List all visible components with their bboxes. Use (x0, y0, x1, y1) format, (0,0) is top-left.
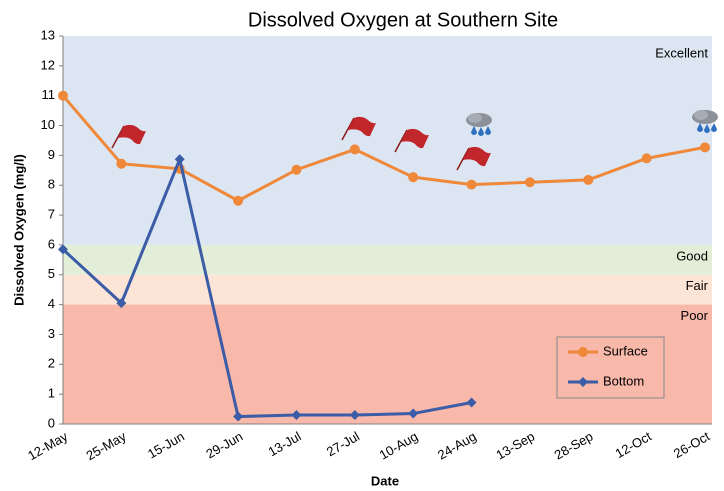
bands (63, 36, 712, 424)
x-tick-label: 25-May (84, 428, 129, 463)
x-axis-title: Date (371, 473, 399, 488)
band-label: Poor (681, 308, 709, 323)
data-point (408, 408, 419, 419)
band (63, 274, 712, 305)
x-tick-label: 28-Sep (552, 429, 596, 463)
y-tick-label: 2 (48, 356, 55, 371)
legend-marker (578, 347, 588, 357)
data-point (408, 172, 419, 183)
band (63, 304, 712, 424)
y-tick-label: 8 (48, 177, 55, 192)
x-tick-label: 27-Jul (324, 429, 362, 460)
rain-icon (692, 110, 718, 133)
data-point (116, 298, 127, 309)
band (63, 244, 712, 275)
x-tick-label: 24-Aug (435, 429, 479, 463)
data-point (524, 177, 535, 188)
y-tick-label: 7 (48, 207, 55, 222)
y-tick-label: 6 (48, 236, 55, 251)
data-point (58, 90, 68, 101)
legend-box (556, 336, 665, 399)
data-point (583, 174, 594, 185)
icons (111, 110, 718, 171)
flag-icon (456, 146, 491, 171)
band (63, 36, 712, 245)
series-line (61, 154, 472, 419)
data-point (466, 397, 477, 408)
data-point (466, 179, 477, 190)
y-tick-label: 3 (48, 326, 55, 341)
x-tick-label: 26-Oct (671, 428, 713, 461)
data-point (58, 244, 68, 255)
data-point (349, 410, 360, 421)
y-tick-label: 1 (48, 386, 55, 401)
data-point (116, 158, 127, 169)
x-tick-label: 12-Oct (613, 428, 655, 461)
flag-icon (394, 128, 429, 153)
legend-marker (578, 377, 588, 387)
y-tick-label: 12 (41, 57, 55, 72)
y-tick-label: 13 (41, 27, 55, 42)
legend-label: Surface (603, 343, 648, 358)
y-tick-label: 4 (48, 296, 55, 311)
x-tick-label: 15-Jun (145, 429, 187, 462)
data-point (291, 410, 302, 421)
data-point (349, 144, 360, 155)
data-point (233, 195, 244, 206)
series-line (61, 94, 706, 203)
y-tick-label: 9 (48, 147, 55, 162)
legend-label: Bottom (603, 373, 644, 388)
x-tick-label: 29-Jun (203, 429, 245, 462)
y-tick-label: 10 (41, 117, 55, 132)
flag-icon (111, 124, 146, 149)
y-tick-label: 0 (48, 415, 55, 430)
data-point (700, 142, 710, 153)
rain-icon (466, 113, 492, 136)
x-tick-label: 10-Aug (377, 429, 421, 463)
data-point (174, 154, 185, 165)
x-tick-label: 12-May (25, 428, 70, 463)
band-label: Good (676, 248, 708, 263)
band-label: Excellent (655, 45, 708, 60)
data-point (641, 153, 652, 164)
legend: Surface Bottom (556, 336, 665, 399)
x-tick-label: 13-Sep (493, 429, 537, 463)
chart-title: Dissolved Oxygen at Southern Site (248, 9, 558, 31)
data-point (233, 411, 244, 422)
data-point (291, 164, 302, 175)
y-axis-title: Dissolved Oxygen (mg/l) (11, 154, 26, 306)
y-tick-label: 11 (42, 87, 56, 102)
x-tick-label: 13-Jul (265, 429, 303, 460)
flag-icon (341, 116, 376, 141)
band-label: Fair (686, 278, 709, 293)
y-tick-label: 5 (48, 266, 55, 281)
